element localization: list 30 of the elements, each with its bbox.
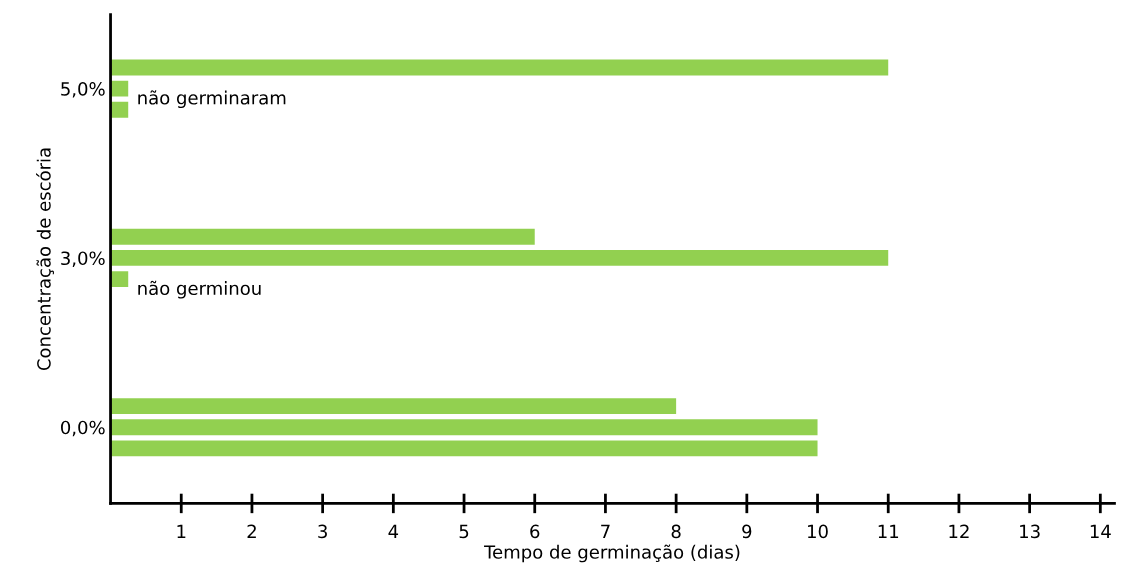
bar [110, 80, 129, 97]
y-axis-title: Concentração de escória [36, 148, 54, 371]
x-tick-label: 3 [318, 524, 327, 539]
bar [110, 59, 889, 76]
data-label: não germinou [138, 280, 261, 299]
x-tick-label: 6 [530, 524, 540, 539]
x-tick-label: 10 [808, 524, 828, 539]
x-axis-title: Tempo de germinação (dias) [484, 544, 740, 563]
x-tick-label: 9 [742, 524, 752, 539]
x-tick-label: 14 [1090, 524, 1111, 538]
x-tick-label: 1 [177, 524, 186, 538]
bar [110, 250, 889, 266]
bar [110, 271, 129, 288]
x-tick-label: 11 [878, 524, 899, 538]
bar [110, 101, 129, 118]
y-tick-label: 3,0% [61, 251, 105, 267]
bar [110, 398, 677, 415]
x-tick-label: 2 [247, 524, 256, 538]
x-tick-label: 7 [601, 524, 610, 538]
x-tick-label: 5 [459, 524, 469, 539]
y-tick-label: 5,0% [61, 82, 105, 98]
x-tick-label: 13 [1020, 524, 1040, 539]
bar [110, 440, 818, 457]
data-label: não germinaram [138, 90, 286, 109]
x-tick-label: 4 [388, 524, 399, 538]
y-tick-label: 0,0% [61, 420, 105, 437]
bar [110, 228, 535, 245]
bar [110, 419, 818, 436]
x-tick-label: 12 [949, 524, 969, 538]
x-tick-label: 8 [671, 524, 681, 539]
